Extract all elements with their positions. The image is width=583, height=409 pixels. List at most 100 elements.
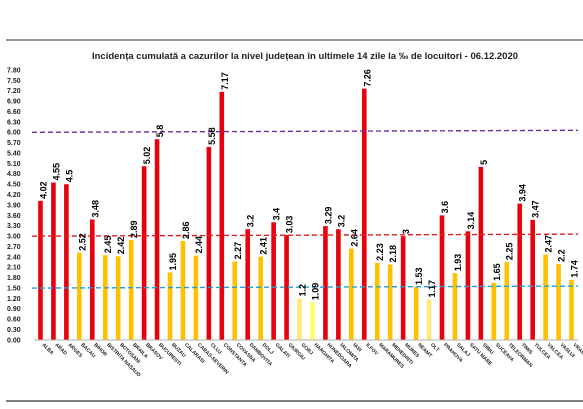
bar-arad xyxy=(51,182,56,340)
value-label: 3.6 xyxy=(440,201,450,214)
bar-tulcea xyxy=(530,219,535,340)
bar-braila xyxy=(128,239,134,340)
y-tick-label: 6.30 xyxy=(7,119,21,126)
y-tick-label: 3.30 xyxy=(7,223,21,230)
bar-mehedinti xyxy=(387,264,393,340)
value-label: 2.45 xyxy=(103,236,113,254)
y-tick-label: 4.50 xyxy=(7,182,21,189)
bar-dambovita xyxy=(245,229,251,340)
bar-bucuresti xyxy=(154,139,160,340)
bar-olt xyxy=(426,299,432,340)
y-tick-label: 0.90 xyxy=(7,306,21,313)
value-label: 3.29 xyxy=(323,207,333,225)
bar-hunedoara xyxy=(323,226,328,340)
value-label: 5.8 xyxy=(155,125,165,138)
bar-covasna xyxy=(232,261,238,340)
y-tick-label: 4.20 xyxy=(7,192,21,199)
y-tick-label: 2.10 xyxy=(7,265,21,272)
value-label: 7.26 xyxy=(362,69,372,87)
bar-suceava xyxy=(491,282,497,340)
bar-botosani xyxy=(115,256,121,340)
bar-satu-mare xyxy=(465,231,471,340)
y-tick-label: 3.60 xyxy=(7,213,21,220)
y-axis: 0.00 0.30 0.60 0.90 1.20 1.50 1.80 2.10 2.40 2.70… xyxy=(7,67,21,344)
value-label: 7.17 xyxy=(220,72,230,90)
value-label: 1.17 xyxy=(427,280,437,298)
bar-brasov xyxy=(141,166,147,340)
y-tick-label: 5.70 xyxy=(7,140,21,147)
bar-valcea xyxy=(543,254,548,340)
y-tick-label: 2.40 xyxy=(7,254,21,261)
y-tick-label: 1.20 xyxy=(7,296,21,303)
value-label: 1.74 xyxy=(570,260,580,278)
value-label: 5.58 xyxy=(207,127,217,145)
y-tick-label: 0.30 xyxy=(7,327,21,334)
bar-maramures xyxy=(374,262,380,340)
bar-ialomita xyxy=(336,229,341,340)
value-label: 3 xyxy=(401,229,411,234)
bar-mures xyxy=(400,236,406,340)
bar-vaslui xyxy=(556,263,561,340)
value-label: 3.03 xyxy=(285,216,295,234)
x-tick-label: IASI xyxy=(351,342,363,354)
y-tick-label: 6.60 xyxy=(7,109,21,116)
value-label: 2.18 xyxy=(388,245,398,263)
y-tick-label: 5.10 xyxy=(7,161,21,168)
bars xyxy=(38,88,574,340)
bar-bacau xyxy=(77,252,82,340)
bar-teleorman xyxy=(504,262,510,340)
value-label: 3.14 xyxy=(466,212,476,230)
bar-neamt xyxy=(413,287,419,340)
bar-ilfov xyxy=(361,88,367,340)
bar-arges xyxy=(64,184,69,340)
value-label: 2.2 xyxy=(557,249,567,262)
value-label: 4.55 xyxy=(51,163,61,181)
data-labels: 4.024.55 4.5 2.52 3.48 2.45 2.422.89 5.025.8 1.… xyxy=(38,69,579,300)
value-label: 2.41 xyxy=(259,237,269,255)
y-tick-label: 7.20 xyxy=(7,88,21,95)
reference-line xyxy=(31,285,579,289)
x-tick-label: OLT xyxy=(429,342,440,353)
bar-sibiu xyxy=(478,166,484,340)
value-label: 1.65 xyxy=(492,263,502,281)
value-label: 3.2 xyxy=(246,215,256,228)
value-label: 1.53 xyxy=(414,268,424,286)
y-tick-label: 4.80 xyxy=(7,171,21,178)
bar-calarasi xyxy=(180,241,186,340)
y-tick-label: 0.00 xyxy=(7,337,21,344)
value-label: 2.42 xyxy=(116,237,126,255)
reference-line xyxy=(31,233,579,237)
value-label: 3.94 xyxy=(518,184,528,202)
value-label: 3.47 xyxy=(531,200,541,218)
value-label: 2.52 xyxy=(77,233,87,251)
value-label: 4.02 xyxy=(38,181,48,199)
y-tick-label: 2.70 xyxy=(7,244,21,251)
bar-buzau xyxy=(167,272,173,340)
bar-caras-severin xyxy=(193,255,199,340)
value-label: 2.23 xyxy=(375,243,385,261)
value-label: 2.25 xyxy=(505,243,515,261)
reference-line xyxy=(31,129,579,134)
y-tick-label: 1.50 xyxy=(7,285,21,292)
bar-alba xyxy=(38,200,43,340)
value-label: 5.02 xyxy=(142,147,152,165)
value-label: 1.2 xyxy=(298,284,308,297)
bar-harghita xyxy=(310,302,315,340)
chart-title: Incidența cumulată a cazurilor la nivel … xyxy=(92,51,518,62)
value-label: 1.95 xyxy=(168,253,178,271)
value-label: 2.44 xyxy=(194,236,204,254)
bar-salaj xyxy=(452,273,458,340)
value-label: 4.5 xyxy=(64,170,74,183)
bar-iasi xyxy=(349,248,354,340)
bar-gorj xyxy=(297,298,302,340)
bar-bistrita-nasaud xyxy=(102,255,108,340)
y-tick-label: 7.80 xyxy=(7,67,21,74)
bar-timis xyxy=(517,203,523,340)
y-tick-label: 6.00 xyxy=(7,130,21,137)
bar-cluj xyxy=(206,146,212,340)
y-tick-label: 3.00 xyxy=(7,234,21,241)
bar-vrancea xyxy=(569,279,574,340)
value-label: 2.89 xyxy=(129,220,139,238)
value-label: 2.64 xyxy=(349,229,359,247)
